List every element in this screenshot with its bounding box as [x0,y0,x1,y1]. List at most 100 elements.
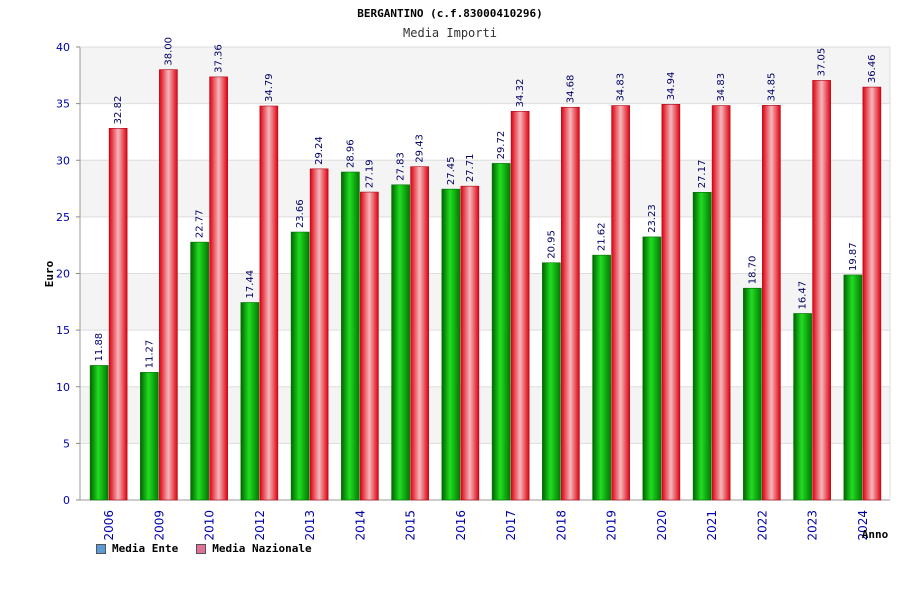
bar-media-ente-2024 [843,274,863,501]
value-label-media-ente-2021: 27.17 [697,160,708,189]
bar-media-ente-2010 [190,241,209,501]
bar-media-nazionale-2009 [159,69,178,501]
y-tick-label: 40 [56,41,70,54]
bar-media-nazionale-2020 [661,104,681,501]
x-tick-label-2006: 2006 [102,510,116,541]
x-tick-label-2023: 2023 [806,510,820,541]
bar-media-ente-2020 [642,236,662,501]
bar-media-ente-2014 [341,171,360,501]
x-tick-label-2021: 2021 [705,510,719,541]
bar-media-ente-2019 [592,254,611,501]
bar-media-nazionale-2013 [309,168,329,501]
x-tick-label-2018: 2018 [554,510,568,541]
bar-media-ente-2017 [491,163,511,501]
bar-media-ente-2012 [240,302,260,501]
bar-media-ente-2021 [692,191,712,501]
value-label-media-ente-2019: 21.62 [597,223,608,252]
value-label-media-ente-2013: 23.66 [295,199,306,228]
x-tick-label-2013: 2013 [303,510,317,541]
value-label-media-ente-2010: 22.77 [195,209,206,238]
value-label-media-nazionale-2013: 29.24 [314,136,325,165]
plot-area: 0 5 10 15 20 25 30 35 40 11.88 32.82 2006 11.27 38.00… [56,37,891,541]
x-tick-label-2014: 2014 [353,510,367,541]
bar-media-nazionale-2006 [108,128,128,501]
bar-media-ente-2023 [793,313,812,501]
value-label-media-nazionale-2006: 32.82 [113,96,124,125]
value-label-media-nazionale-2023: 37.05 [817,48,828,77]
value-label-media-nazionale-2021: 34.83 [716,73,727,102]
y-tick-label: 35 [56,98,70,111]
value-label-media-ente-2023: 16.47 [798,281,809,310]
value-label-media-ente-2022: 18.70 [747,256,758,285]
y-tick-label: 5 [63,437,70,450]
value-label-media-nazionale-2017: 34.32 [515,79,526,108]
bar-media-nazionale-2017 [510,111,530,501]
y-tick-label: 30 [56,154,70,167]
value-label-media-ente-2020: 23.23 [647,204,658,233]
bar-media-ente-2006 [89,365,109,501]
x-tick-label-2017: 2017 [504,510,518,541]
bar-media-ente-2018 [542,262,561,501]
bar-media-ente-2009 [140,372,159,501]
bar-media-nazionale-2023 [812,80,831,501]
legend-swatch-media-nazionale [196,543,207,554]
bar-media-nazionale-2021 [711,105,731,501]
value-label-media-nazionale-2012: 34.79 [264,73,275,102]
legend: Media Ente Media Nazionale [96,542,312,555]
value-label-media-nazionale-2016: 27.71 [465,154,476,183]
value-label-media-ente-2006: 11.88 [94,333,105,362]
value-label-media-ente-2016: 27.45 [446,156,457,185]
value-label-media-ente-2017: 29.72 [496,131,507,160]
x-tick-label-2022: 2022 [755,510,769,541]
value-label-media-nazionale-2014: 27.19 [364,159,375,188]
value-label-media-ente-2009: 11.27 [144,340,155,369]
bar-media-ente-2022 [743,287,762,501]
bar-media-nazionale-2024 [862,86,882,501]
value-label-media-ente-2018: 20.95 [546,230,557,259]
bar-media-ente-2016 [441,188,461,501]
x-tick-label-2015: 2015 [404,510,418,541]
x-tick-label-2009: 2009 [152,510,166,541]
value-label-media-nazionale-2020: 34.94 [666,72,677,101]
value-label-media-nazionale-2010: 37.36 [214,44,225,73]
y-tick-label: 20 [56,268,70,281]
bar-media-nazionale-2018 [561,106,580,501]
value-label-media-nazionale-2024: 36.46 [867,54,878,83]
bar-media-nazionale-2022 [762,105,781,501]
chart-subtitle: Media Importi [403,26,497,40]
legend-item-media-nazionale: Media Nazionale [196,542,312,555]
legend-label-media-nazionale: Media Nazionale [212,542,312,555]
x-tick-label-2012: 2012 [253,510,267,541]
y-tick-label: 25 [56,211,70,224]
x-tick-label-2024: 2024 [856,510,870,541]
x-tick-label-2010: 2010 [203,510,217,541]
value-label-media-ente-2024: 19.87 [848,242,859,271]
x-tick-label-2016: 2016 [454,510,468,541]
value-label-media-nazionale-2009: 38.00 [163,37,174,66]
chart-title: BERGANTINO (c.f.83000410296) [357,7,542,20]
legend-label-media-ente: Media Ente [112,542,179,555]
x-axis-label: Anno [862,528,889,541]
y-tick-label: 10 [56,381,70,394]
bar-media-nazionale-2016 [460,185,480,501]
y-tick-label: 0 [63,494,70,507]
x-tick-label-2020: 2020 [655,510,669,541]
legend-item-media-ente: Media Ente [96,542,178,555]
value-label-media-nazionale-2015: 29.43 [415,134,426,163]
legend-swatch-media-ente [96,543,106,554]
x-tick-label-2019: 2019 [605,510,619,541]
bar-media-nazionale-2019 [611,105,630,501]
bar-media-nazionale-2010 [209,76,228,501]
value-label-media-nazionale-2022: 34.85 [766,73,777,102]
value-label-media-ente-2014: 28.96 [345,139,356,168]
value-label-media-ente-2015: 27.83 [396,152,407,181]
bar-media-nazionale-2014 [360,191,379,501]
bar-media-nazionale-2015 [410,166,429,501]
bar-media-ente-2015 [391,184,410,501]
bar-media-ente-2013 [290,231,310,501]
bar-media-nazionale-2012 [259,105,279,501]
y-tick-label: 15 [56,324,70,337]
value-label-media-ente-2012: 17.44 [245,270,256,299]
value-label-media-nazionale-2018: 34.68 [565,75,576,104]
